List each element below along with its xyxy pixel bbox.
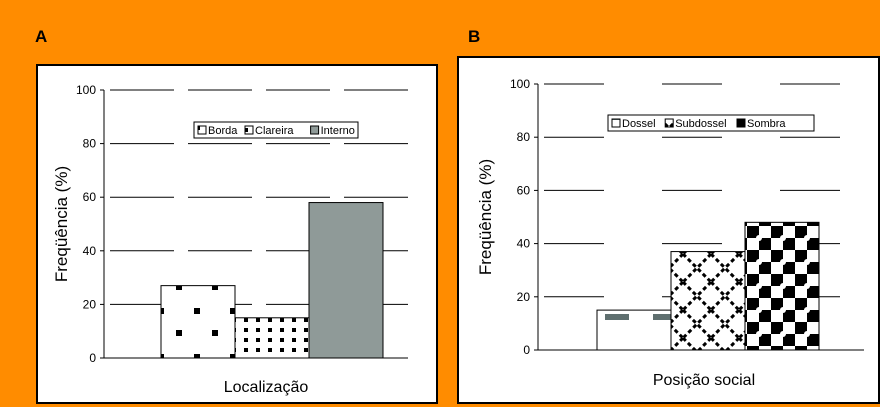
- y-tick-label: 100: [510, 77, 530, 91]
- y-tick-label: 60: [517, 183, 531, 197]
- y-tick-label: 80: [83, 137, 97, 151]
- legend-label: Interno: [321, 125, 355, 137]
- x-axis-label: Posição social: [653, 372, 755, 389]
- legend-label: Clareira: [255, 125, 294, 137]
- bar-clareira: [234, 317, 310, 359]
- y-tick-label: 20: [517, 290, 531, 304]
- y-tick-label: 60: [83, 190, 97, 204]
- legend-box: [607, 114, 815, 132]
- legend-swatch: [664, 118, 674, 128]
- y-tick-label: 0: [89, 351, 96, 365]
- y-axis-label: Freqüência (%): [476, 159, 495, 275]
- legend-swatch: [310, 125, 320, 135]
- legend: Borda Clareira Interno: [193, 121, 359, 139]
- chart-b-frame: Freqüência (%) 0 20 40 60 80 100 Dossel Subdosse…: [457, 56, 880, 404]
- y-tick-label: 0: [523, 343, 530, 357]
- bar-sombra: [744, 221, 820, 351]
- chart-b: Freqüência (%) 0 20 40 60 80 100 Dossel Subdosse…: [476, 77, 864, 389]
- legend-label: Subdossel: [675, 118, 726, 130]
- legend-swatch: [244, 125, 254, 135]
- bar-dossel: [596, 309, 672, 351]
- legend-swatch: [611, 118, 621, 128]
- bar-borda: [160, 285, 236, 359]
- y-tick-label: 80: [517, 130, 531, 144]
- legend-label: Sombra: [747, 118, 786, 130]
- y-tick-label: 40: [517, 237, 531, 251]
- panel-b-letter: B: [468, 27, 481, 46]
- x-axis-label: Localização: [224, 379, 309, 396]
- legend-swatch: [736, 118, 746, 128]
- bar-interno: [308, 202, 384, 359]
- chart-a-frame: Freqüência (%) 0 20 40 60 80 100 Borda Clareira I…: [36, 64, 438, 404]
- legend: Dossel Subdossel Sombra: [607, 114, 815, 132]
- y-tick-label: 20: [83, 297, 97, 311]
- panel-a-letter: A: [35, 27, 48, 46]
- legend-label: Borda: [208, 125, 238, 137]
- legend-label: Dossel: [622, 118, 656, 130]
- y-tick-label: 40: [83, 244, 97, 258]
- chart-a: Freqüência (%) 0 20 40 60 80 100 Borda Clareira I…: [52, 83, 408, 396]
- bar-subdossel: [670, 251, 746, 351]
- y-axis-label: Freqüência (%): [52, 166, 71, 282]
- legend-swatch: [197, 125, 207, 135]
- y-tick-label: 100: [76, 83, 96, 97]
